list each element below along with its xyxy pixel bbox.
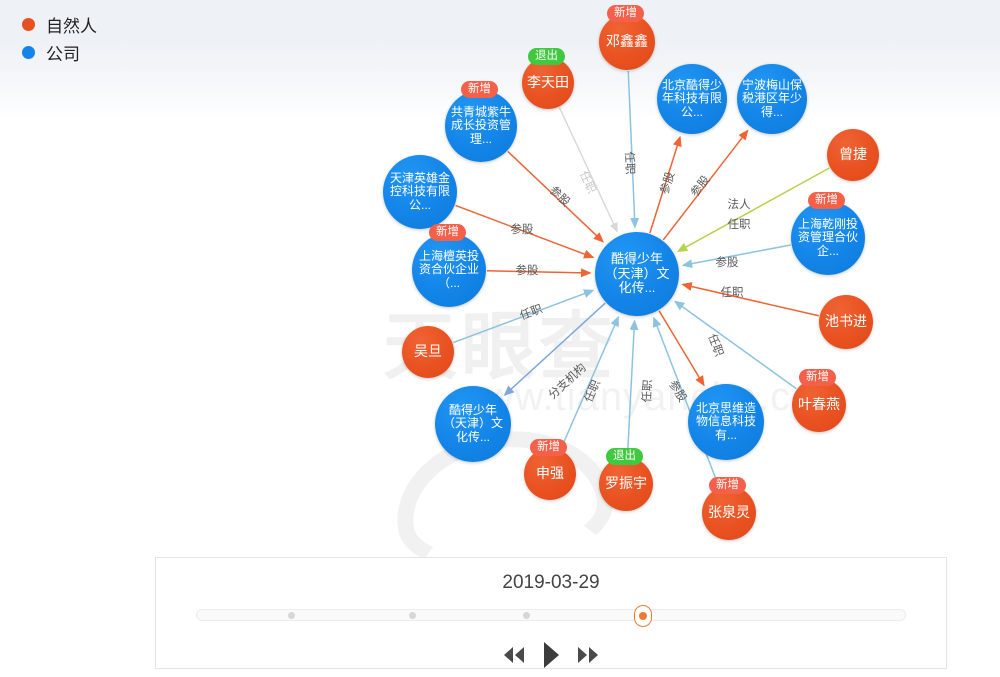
graph-edge-center-n9 [503,302,606,396]
graph-node-n9[interactable]: 酷得少年（天津）文化传... [435,386,511,462]
prev-button[interactable] [501,644,527,666]
timeline-slider[interactable] [196,605,906,627]
graph-node-n14[interactable]: 叶春燕 [792,378,846,432]
page-background-top [0,0,1000,40]
graph-edges [453,70,830,488]
legend-item-1[interactable]: 公司 [22,38,97,66]
legend-dot-company [22,45,35,59]
graph-node-center[interactable]: 酷得少年（天津）文化传... [595,232,679,316]
graph-node-n13[interactable]: 张泉灵 [702,486,756,540]
edge-label-任职: 任职 [622,151,636,175]
graph-node-label: 酷得少年（天津）文化传... [442,402,503,444]
slider-tick-2[interactable] [522,612,530,619]
edge-label-参股: 参股 [510,224,534,236]
graph-node-label: 酷得少年（天津）文化传... [604,251,670,296]
slider-handle-dot [639,612,648,620]
graph-edge-n10-center [560,315,619,450]
node-badge-add: 新增 [607,5,644,23]
graph-node-label: 天津英雄金控科技有限公... [389,170,450,212]
graph-edge-center-n4 [662,129,749,241]
graph-edge-n15-center [681,282,819,317]
graph-edge-n1-center [627,70,640,229]
slider-tick-1[interactable] [409,612,416,619]
graph-node-label: 曾捷 [839,146,867,163]
graph-edge-n13-center [652,316,720,488]
rewind-icon [504,647,524,663]
graph-node-n3[interactable]: 北京酷得少年科技有限公... [657,64,727,134]
graph-node-label: 宁波梅山保税港区年少得... [742,77,803,119]
graph-node-n6[interactable]: 天津英雄金控科技有限公... [383,155,457,229]
next-button[interactable] [575,644,601,666]
legend-item-label: 自然人 [46,16,97,36]
graph-edge-center-n12 [658,310,705,387]
timeline-date-label: 2019-03-29 [502,572,600,593]
node-badge-add: 新增 [709,477,746,495]
edge-label-参股: 参股 [515,265,539,277]
graph-node-n10[interactable]: 申强 [524,448,576,500]
graph-node-label: 申强 [536,465,564,482]
graph-node-label: 张泉灵 [708,504,750,521]
graph-edge-n2-center [558,107,618,233]
slider-track[interactable] [196,609,906,621]
graph-node-label: 吴旦 [414,343,442,360]
graph-edge-n7-center [486,268,592,278]
graph-edge-n17-center [676,167,830,253]
graph-node-n2[interactable]: 李天田 [522,57,574,109]
graph-edge-n11-center [626,319,639,457]
legend-dot-person [22,17,35,31]
graph-node-n16[interactable]: 上海乾刚投资管理合伙企... [791,201,865,275]
slider-handle[interactable] [634,605,653,627]
timeline-controls[interactable] [156,640,946,670]
graph-node-label: 叶春燕 [798,396,840,413]
fast-forward-icon [578,647,598,663]
play-icon [544,642,559,668]
edge-label-任职: 任职 [641,379,655,403]
graph-node-label: 北京思维造物信息科技有... [695,400,756,442]
graph-edge-n6-center [455,204,595,259]
graph-node-label: 上海檀英投资合伙企业（... [418,248,479,290]
graph-node-n15[interactable]: 池书进 [819,295,873,349]
graph-node-label: 罗振宇 [605,475,647,492]
legend: 自然人 公司 [22,10,97,66]
legend-item-label: 公司 [46,44,80,64]
edge-label-任职: 任职 [727,219,751,231]
graph-edge-n5-center [507,150,604,243]
graph-node-label: 北京酷得少年科技有限公... [662,77,723,119]
node-badge-exit: 退出 [528,48,565,66]
graph-edge-center-n3 [649,135,682,234]
graph-node-label: 上海乾刚投资管理合伙企... [797,216,858,258]
timeline-panel[interactable]: 2019-03-29 [155,557,947,669]
graph-edge-n14-center [673,300,797,390]
graph-node-label: 李天田 [527,74,569,91]
graph-node-label: 邓鑫鑫 [606,33,648,50]
node-badge-add: 新增 [429,224,466,242]
node-badge-add: 新增 [799,369,836,387]
graph-node-label: 共青城紫牛成长投资管理... [450,104,511,146]
edge-label-参股: 参股 [715,257,739,269]
relationship-graph[interactable]: 酷得少年（天津）文化传... 邓鑫鑫 新增 李天田 退出 北京酷得少年科技有限公... 宁波… [0,0,1000,545]
node-badge-add: 新增 [461,81,498,99]
graph-node-label: 池书进 [825,313,867,330]
edge-label-任职: 任职 [720,287,744,299]
graph-node-n5[interactable]: 共青城紫牛成长投资管理... [445,90,517,162]
slider-tick-0[interactable] [288,612,296,619]
graph-node-n12[interactable]: 北京思维造物信息科技有... [688,384,764,460]
graph-node-n4[interactable]: 宁波梅山保税港区年少得... [737,64,807,134]
graph-node-n7[interactable]: 上海檀英投资合伙企业（... [412,233,486,307]
legend-item-0[interactable]: 自然人 [22,10,97,38]
node-badge-add: 新增 [808,192,845,210]
edge-label-法人: 法人 [727,199,751,211]
node-badge-add: 新增 [530,439,567,457]
graph-edge-n8-center [453,289,595,344]
graph-node-n8[interactable]: 吴旦 [402,326,454,378]
graph-edge-n16-center [681,244,791,269]
play-button[interactable] [540,640,562,670]
graph-node-n11[interactable]: 罗振宇 [599,457,653,511]
graph-node-n17[interactable]: 曾捷 [827,129,879,181]
node-badge-exit: 退出 [606,448,643,466]
graph-node-n1[interactable]: 邓鑫鑫 [599,14,655,70]
